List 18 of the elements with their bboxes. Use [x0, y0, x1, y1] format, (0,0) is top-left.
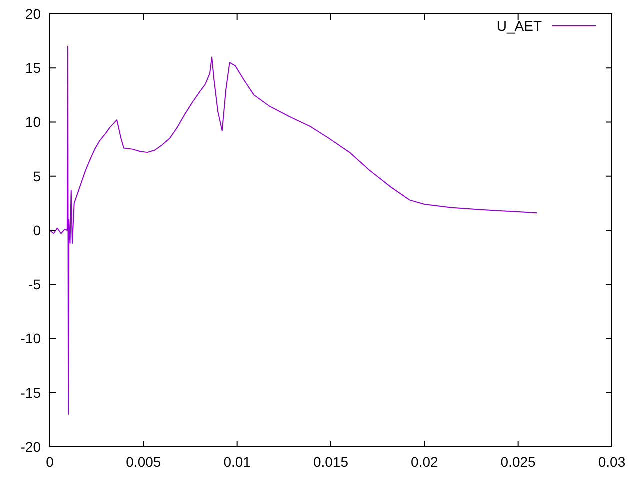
- legend-label: U_AET: [496, 18, 542, 34]
- y-tick-label: 0: [33, 222, 42, 238]
- y-tick-label: 15: [25, 60, 42, 76]
- y-tick-label: -5: [28, 276, 42, 293]
- line-series: [50, 46, 538, 416]
- x-tick-label: 0.03: [598, 454, 626, 470]
- y-tick-label: 20: [25, 6, 42, 22]
- y-tick-label: -10: [20, 330, 42, 347]
- x-tick-label: 0.015: [313, 454, 349, 470]
- x-tick-label: 0.02: [411, 454, 439, 470]
- y-tick-label: -20: [20, 438, 42, 455]
- y-tick-label: 5: [33, 168, 42, 184]
- x-tick-label: 0: [46, 454, 54, 470]
- x-tick-label: 0.005: [126, 454, 162, 470]
- x-tick-label: 0.025: [500, 454, 536, 470]
- y-tick-label: 10: [25, 114, 42, 130]
- y-tick-label: -15: [20, 384, 42, 401]
- x-tick-label: 0.01: [224, 454, 252, 470]
